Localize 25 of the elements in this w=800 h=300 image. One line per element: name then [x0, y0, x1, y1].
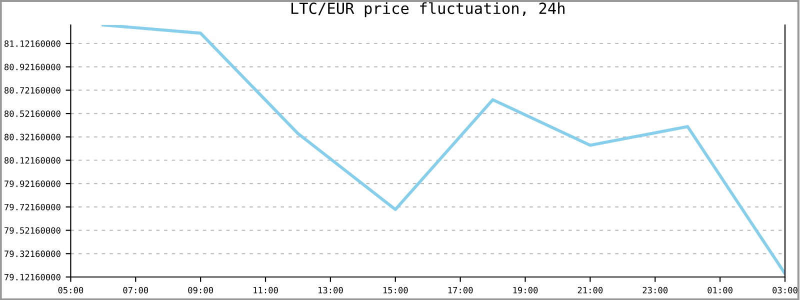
x-tick-label: 13:00: [318, 286, 343, 294]
line-series: [102, 25, 785, 276]
x-tick-label: 21:00: [578, 286, 603, 294]
x-tick-label: 19:00: [513, 286, 538, 294]
y-tick-label: 80.52160000: [4, 110, 60, 117]
y-tick-label: 79.32160000: [4, 250, 60, 258]
x-tick-label: 01:00: [708, 286, 732, 294]
y-tick-label: 80.72160000: [4, 87, 60, 94]
y-tick-label: 81.12160000: [4, 40, 60, 47]
x-tick-label: 11:00: [254, 286, 278, 294]
y-tick-label: 79.52160000: [4, 227, 60, 234]
x-tick-label: 05:00: [58, 286, 84, 294]
y-tick-label: 79.92160000: [4, 180, 60, 188]
x-tick-label: 09:00: [188, 286, 213, 294]
x-tick-label: 07:00: [123, 286, 148, 294]
x-tick-label: 23:00: [642, 286, 668, 294]
x-tick-label: 03:00: [772, 286, 798, 294]
y-tick-label: 80.92160000: [4, 64, 60, 70]
chart-title: LTC/EUR price fluctuation, 24h: [291, 2, 564, 18]
x-tick-label: 17:00: [448, 286, 473, 294]
y-tick-label: 79.72160000: [4, 204, 60, 210]
x-tick-label: 15:00: [383, 286, 408, 294]
y-tick-label: 80.12160000: [4, 157, 60, 164]
y-tick-label: 79.12160000: [4, 274, 60, 280]
y-tick-label: 80.32160000: [4, 134, 60, 140]
